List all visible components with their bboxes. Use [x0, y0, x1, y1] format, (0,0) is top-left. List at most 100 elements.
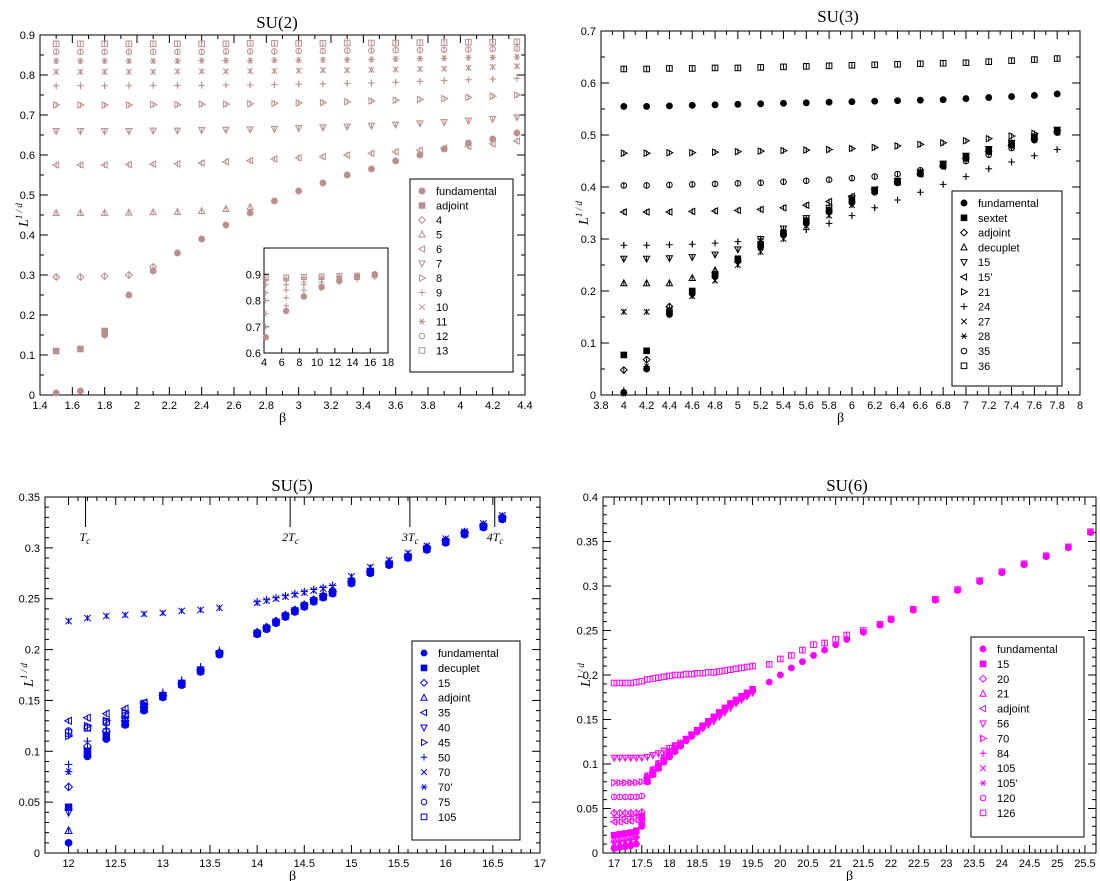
data-point — [100, 208, 109, 217]
data-point — [622, 778, 630, 787]
data-point — [101, 48, 108, 56]
x-tick-label: 2.2 — [162, 400, 177, 412]
data-point — [440, 39, 448, 46]
inset-data-point — [300, 293, 308, 300]
data-point — [887, 615, 895, 623]
x-tick-label: 13.5 — [199, 858, 220, 870]
data-point — [985, 94, 993, 101]
y-tick-label: 0 — [29, 390, 35, 402]
data-point — [825, 98, 833, 106]
series-unlabeled — [620, 90, 1061, 110]
inset-x-tick-label: 10 — [311, 357, 323, 369]
legend-label: 126 — [997, 808, 1015, 820]
x-tick-label: 19.5 — [742, 858, 763, 870]
panel-su5-title: SU(5) — [271, 476, 313, 495]
y-tick-label: 0.1 — [25, 746, 40, 758]
data-point — [633, 778, 641, 787]
legend-marker — [959, 273, 968, 281]
legend-box — [951, 190, 1063, 387]
y-axis-label-text: L1 / d — [19, 663, 37, 688]
data-point — [319, 47, 327, 55]
x-tick-label: 24.5 — [1019, 858, 1040, 870]
data-point — [939, 59, 947, 67]
legend-marker — [418, 230, 426, 238]
legend: fundamental adjoint 4 5 6 7 8 9 10 11 12 13 — [409, 178, 514, 373]
data-point — [125, 208, 133, 216]
data-point — [802, 215, 811, 223]
legend: fundamental sextet adjoint decuplet 15 15’ 21 2… — [951, 190, 1063, 387]
series-126 — [610, 528, 1094, 687]
data-point — [734, 256, 742, 263]
y-tick-label: 0.4 — [20, 230, 35, 242]
data-point — [100, 272, 109, 281]
legend-label: 10 — [436, 302, 448, 314]
legend-marker — [418, 318, 426, 325]
data-point — [392, 66, 399, 73]
data-point — [392, 55, 400, 63]
data-point — [666, 65, 673, 72]
data-point — [319, 593, 327, 601]
legend-marker — [979, 780, 987, 787]
data-point — [76, 127, 85, 136]
data-point — [440, 77, 448, 84]
data-point — [101, 68, 108, 75]
inset-y-tick-label: 0.8 — [246, 296, 261, 308]
data-point — [688, 240, 696, 248]
data-point — [125, 291, 133, 299]
x-tick-label: 19 — [719, 858, 731, 870]
x-tick-label: 5.8 — [821, 400, 836, 412]
legend-marker — [979, 809, 987, 817]
data-point — [253, 599, 261, 607]
data-point — [743, 693, 751, 701]
data-point — [848, 174, 856, 182]
data-point — [64, 838, 73, 847]
y-axis-label: L1 / d — [574, 201, 592, 226]
x-tick-label: 25.5 — [1074, 858, 1095, 870]
legend-label: 70 — [438, 767, 450, 779]
data-point — [159, 609, 167, 617]
legend-label: 4 — [436, 215, 442, 227]
data-point — [821, 646, 829, 654]
series-70 — [65, 511, 506, 625]
data-point — [665, 278, 674, 287]
data-point — [343, 56, 351, 63]
data-point — [757, 179, 764, 187]
data-point — [749, 662, 756, 670]
y-axis-label: L1 / d — [14, 203, 32, 228]
data-point — [295, 40, 302, 47]
data-point — [52, 82, 60, 90]
data-point — [632, 754, 641, 763]
data-point — [643, 182, 650, 189]
data-point — [125, 40, 133, 48]
data-point — [271, 48, 278, 55]
data-point — [616, 814, 623, 821]
data-point — [328, 589, 337, 597]
data-point — [465, 38, 472, 46]
x-tick-label: 6.8 — [935, 400, 950, 412]
legend-label: 45 — [438, 737, 450, 749]
data-point — [513, 63, 521, 70]
data-point — [294, 153, 302, 162]
data-point — [780, 99, 787, 107]
x-tick-label: 23 — [940, 858, 952, 870]
data-point — [222, 221, 230, 229]
y-tick-label: 0.3 — [581, 234, 596, 246]
data-point — [310, 587, 318, 595]
data-point — [848, 62, 856, 69]
data-point — [344, 67, 351, 74]
panel-su5-frame — [44, 496, 541, 854]
data-point — [909, 605, 917, 613]
data-point — [985, 151, 993, 159]
x-tick-label: 6.2 — [867, 400, 882, 412]
data-point — [439, 144, 448, 153]
data-point — [780, 230, 787, 237]
y-axis-label-text: L1 / d — [14, 203, 32, 228]
inset-data-point — [318, 273, 325, 280]
data-point — [848, 212, 856, 219]
series-105 — [64, 699, 148, 737]
data-point — [64, 729, 73, 737]
data-point — [366, 568, 375, 576]
data-point — [367, 122, 376, 131]
x-tick-label: 17.5 — [631, 858, 652, 870]
data-point — [627, 813, 635, 820]
